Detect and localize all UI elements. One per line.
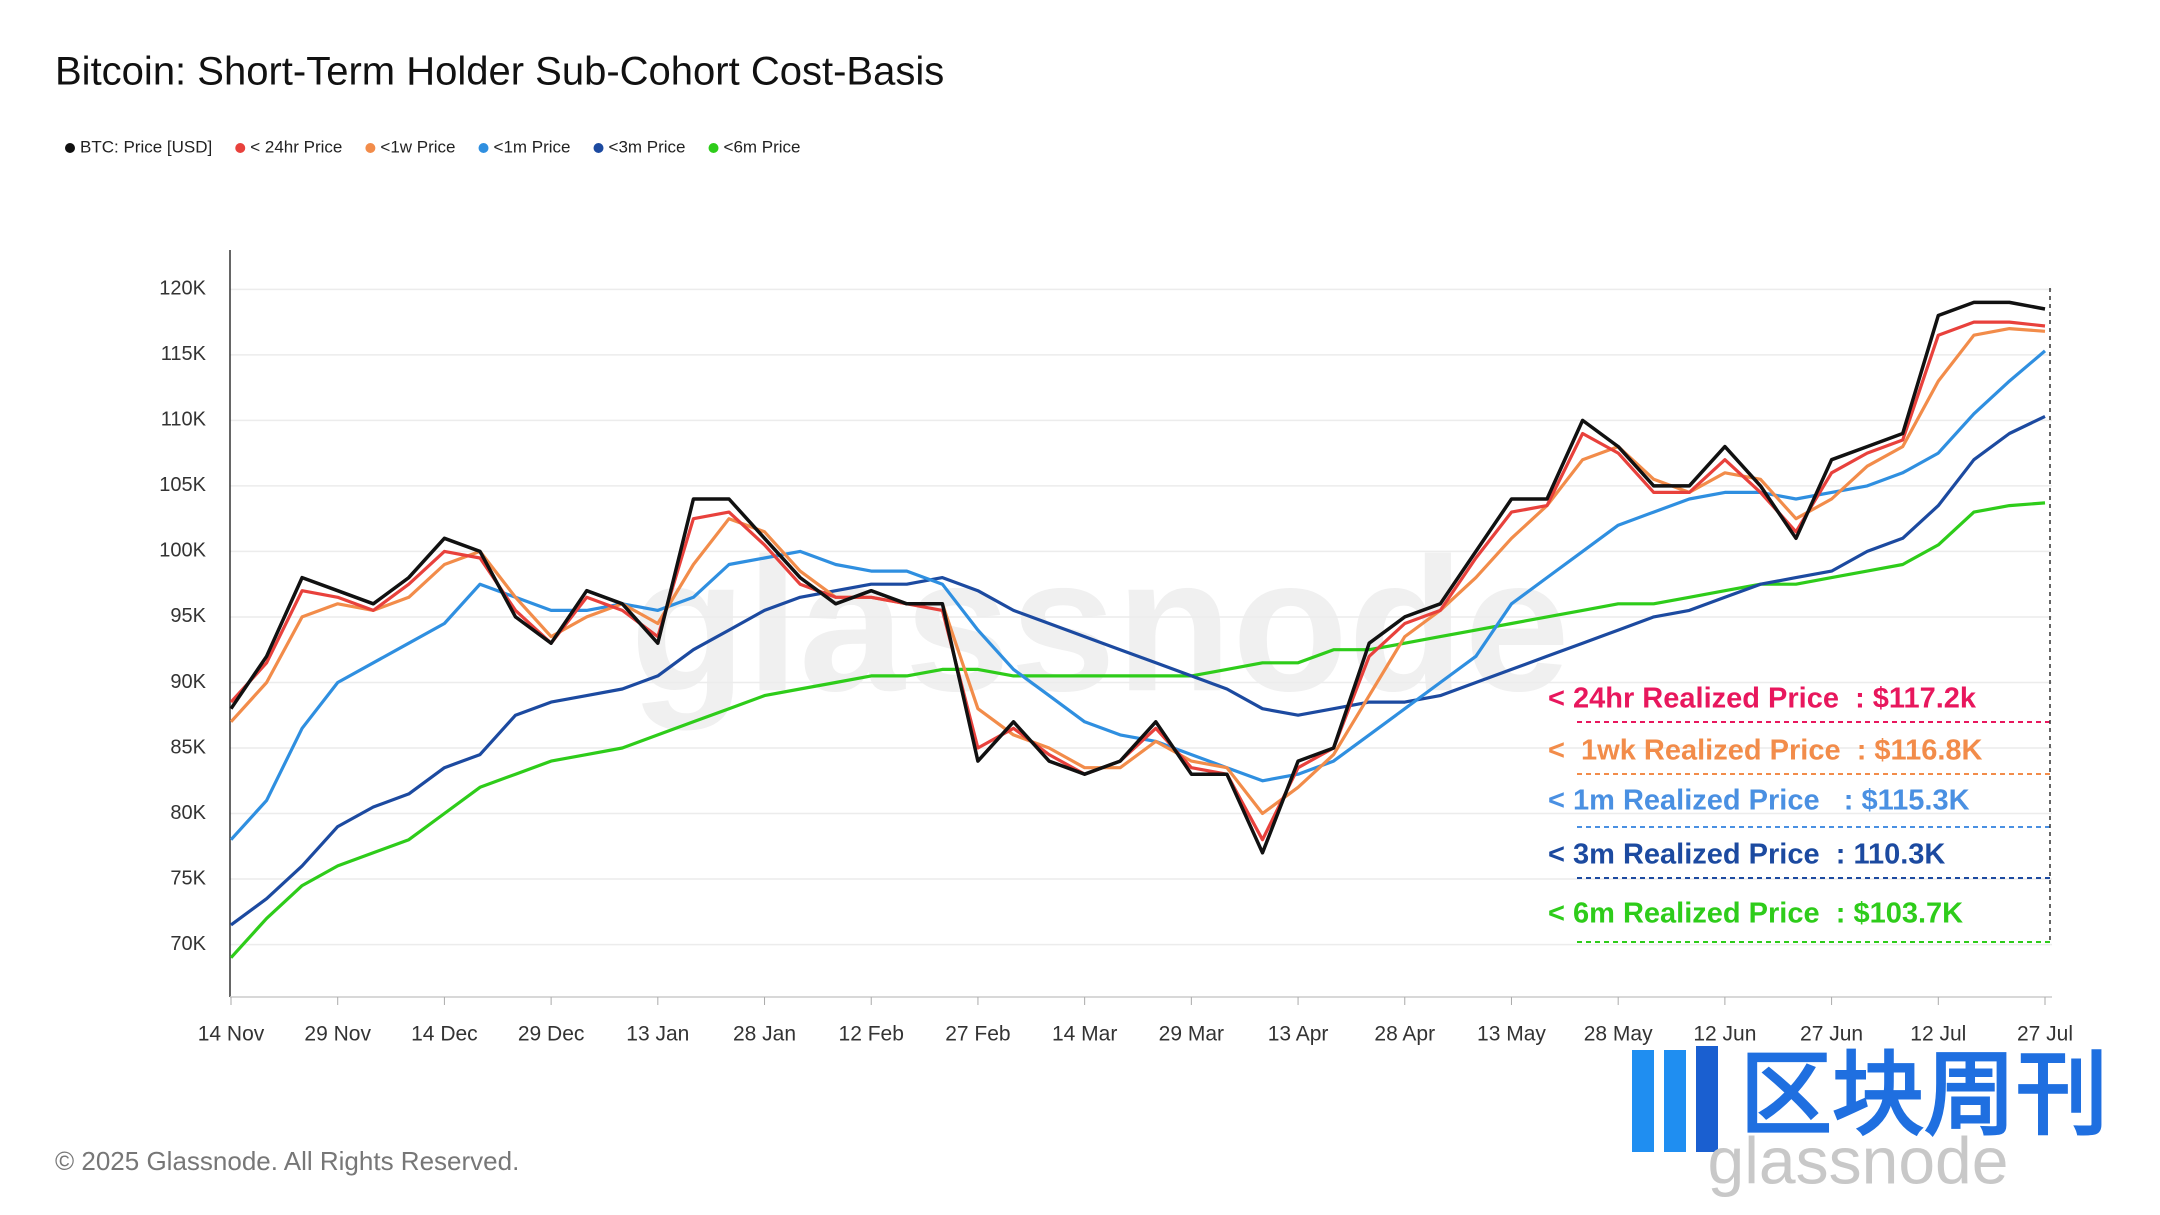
y-tick-label: 100K <box>159 540 206 562</box>
x-tick-label: 14 Mar <box>1052 1023 1117 1046</box>
legend-dot <box>593 143 604 153</box>
series-line <box>229 501 2046 959</box>
y-tick-label: 120K <box>159 278 206 300</box>
series-line <box>229 300 2046 855</box>
x-tick-label: 14 Nov <box>198 1023 265 1046</box>
y-tick-label: 90K <box>170 671 206 693</box>
x-tick-label: 12 Feb <box>839 1023 904 1046</box>
x-tick-label: 27 Jul <box>2017 1023 2073 1046</box>
y-tick-label: 85K <box>170 736 206 758</box>
logo-text: 区块周刊 <box>1740 1044 2108 1146</box>
legend-dot <box>65 143 75 153</box>
y-tick-label: 115K <box>161 343 207 365</box>
footer: © 2025 Glassnode. All Rights Reserved. <box>55 1146 519 1176</box>
y-tick-label: 105K <box>159 474 206 496</box>
annotation: < 6m Realized Price : $103.7K <box>1548 898 1963 930</box>
x-tick-label: 29 Nov <box>304 1023 371 1046</box>
annotation: < 1m Realized Price : $115.3K <box>1548 785 1970 817</box>
chart-title: Bitcoin: Short-Term Holder Sub-Cohort Co… <box>55 50 944 94</box>
legend-dot <box>478 143 489 153</box>
y-tick-label: 110K <box>161 409 207 431</box>
logo-mark <box>1632 1046 1718 1152</box>
x-tick-label: 14 Dec <box>411 1023 478 1046</box>
x-tick-label: 29 Mar <box>1159 1023 1224 1046</box>
legend-label: <1m Price <box>494 137 571 156</box>
series-line <box>230 414 2046 927</box>
series-line <box>229 349 2047 841</box>
x-tick-label: 28 Apr <box>1374 1023 1435 1046</box>
logo-brand: glassnode <box>1708 1123 2009 1197</box>
legend-label: <1w Price <box>380 137 455 156</box>
legend-label: BTC: Price [USD] <box>80 137 212 156</box>
legend-dot <box>235 143 246 153</box>
logo-bar <box>1696 1046 1718 1152</box>
x-tick-label: 12 Jul <box>1910 1023 1966 1046</box>
annotation: < 3m Realized Price : 110.3K <box>1548 839 1945 871</box>
y-tick-label: 95K <box>170 605 206 627</box>
logo-bar <box>1664 1050 1686 1152</box>
legend-label: < 24hr Price <box>250 137 342 156</box>
x-tick-label: 13 Apr <box>1268 1023 1329 1046</box>
x-tick-label: 13 Jan <box>626 1023 689 1046</box>
legend-label: <3m Price <box>609 137 686 156</box>
x-tick-label: 27 Feb <box>945 1023 1010 1046</box>
x-tick-label: 28 May <box>1584 1023 1653 1046</box>
annotation: < 24hr Realized Price : $117.2k <box>1548 683 1977 715</box>
legend-dot <box>708 143 719 153</box>
x-tick-label: 28 Jan <box>733 1023 796 1046</box>
x-tick-label: 12 Jun <box>1693 1023 1756 1046</box>
x-tick-label: 27 Jun <box>1800 1023 1863 1046</box>
y-tick-label: 80K <box>170 802 206 824</box>
annotation: < 1wk Realized Price : $116.8K <box>1548 735 1983 767</box>
series-line <box>229 320 2046 842</box>
legend-label: <6m Price <box>724 137 801 156</box>
logo-bar <box>1632 1050 1654 1152</box>
y-tick-label: 75K <box>170 867 206 889</box>
legend-dot <box>365 143 376 153</box>
x-tick-label: 29 Dec <box>518 1023 585 1046</box>
x-tick-label: 13 May <box>1477 1023 1546 1046</box>
y-tick-label: 70K <box>170 933 206 955</box>
